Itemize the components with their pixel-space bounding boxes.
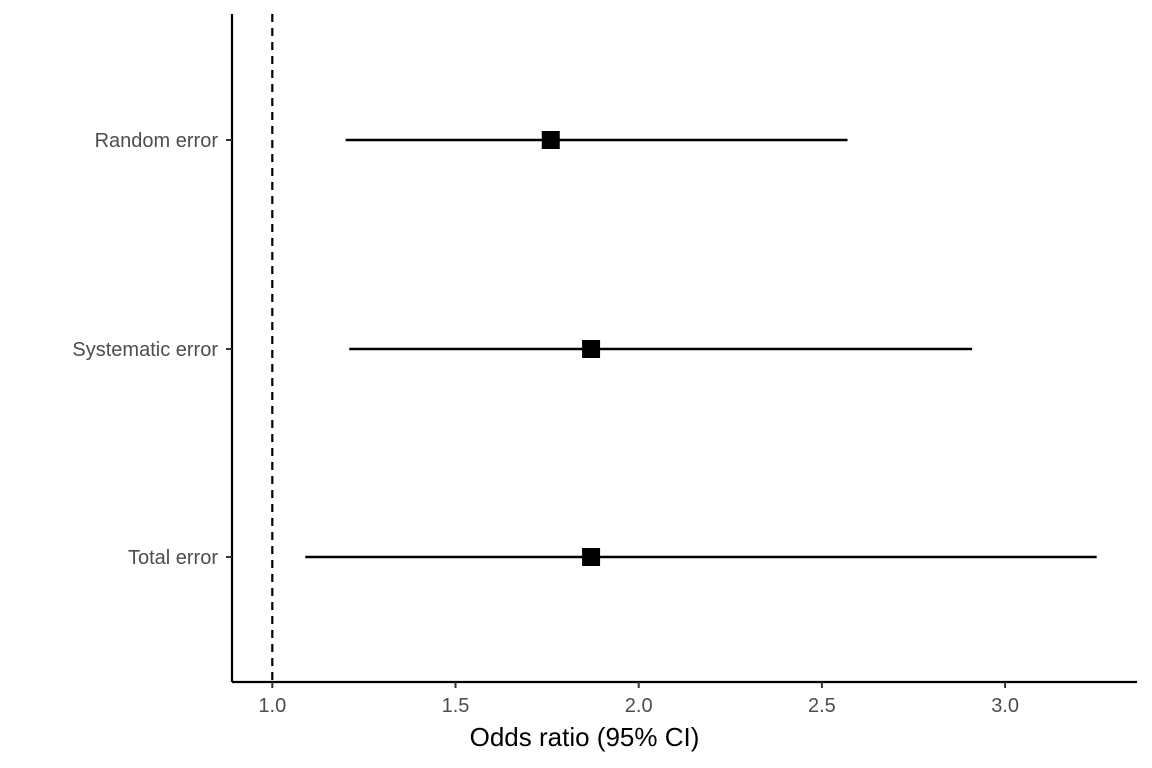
x-tick-label: 1.5 [442, 695, 470, 717]
estimate-point [582, 340, 601, 358]
estimate-point [582, 548, 601, 566]
y-tick-label: Random error [95, 130, 219, 152]
x-axis: 1.0 1.5 2.0 2.5 3.0 [232, 680, 1137, 717]
x-axis-title: Odds ratio (95% CI) [470, 722, 700, 752]
y-tick-label: Total error [128, 547, 218, 569]
x-tick-label: 1.0 [258, 695, 286, 717]
estimate-point [541, 131, 560, 149]
x-tick-label: 3.0 [991, 695, 1019, 717]
x-tick-label: 2.0 [625, 695, 653, 717]
y-axis: Random error Systematic error Total error [72, 14, 234, 682]
x-tick-label: 2.5 [808, 695, 836, 717]
y-tick-label: Systematic error [72, 339, 218, 361]
data-marks [305, 131, 1097, 566]
